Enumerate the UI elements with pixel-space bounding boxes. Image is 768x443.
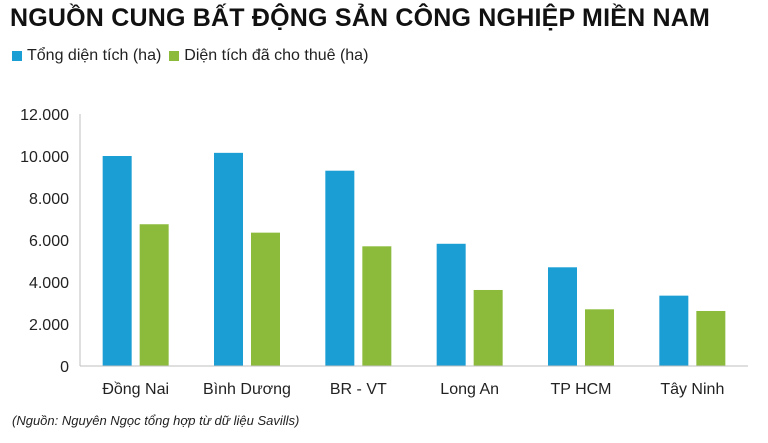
bar-leased xyxy=(139,224,169,366)
bar-total xyxy=(436,243,466,366)
y-tick-label: 12.000 xyxy=(20,107,69,124)
legend: Tổng diện tích (ha) Diện tích đã cho thu… xyxy=(12,47,376,65)
bar-total xyxy=(548,267,577,366)
y-tick-label: 6.000 xyxy=(29,233,69,250)
bar-total xyxy=(659,295,689,366)
y-tick-label: 10.000 xyxy=(20,149,69,166)
bar-leased xyxy=(473,289,503,366)
legend-item-total: Tổng diện tích (ha) xyxy=(12,47,161,65)
legend-swatch-leased xyxy=(169,51,180,61)
chart-title: NGUỒN CUNG BẤT ĐỘNG SẢN CÔNG NGHIỆP MIỀN… xyxy=(10,4,711,32)
x-tick-label: TP HCM xyxy=(550,381,611,398)
y-tick-label: 4.000 xyxy=(29,275,69,292)
y-tick-label: 2.000 xyxy=(29,317,69,334)
bar-leased xyxy=(362,246,392,366)
legend-swatch-total xyxy=(12,51,22,61)
bar-leased xyxy=(251,232,280,366)
bar-total xyxy=(214,152,243,366)
bar-leased xyxy=(696,310,726,366)
bar-total xyxy=(325,170,355,366)
x-tick-label: Đồng Nai xyxy=(102,381,169,398)
legend-label-leased: Diện tích đã cho thuê (ha) xyxy=(184,47,369,64)
x-tick-label: BR - VT xyxy=(330,381,387,398)
x-tick-label: Tây Ninh xyxy=(660,381,724,398)
bar-total xyxy=(102,156,132,366)
legend-label-total: Tổng diện tích (ha) xyxy=(27,47,162,64)
y-tick-label: 0 xyxy=(60,359,69,376)
source-note: (Nguồn: Nguyên Ngọc tổng hợp từ dữ liệu … xyxy=(12,413,300,428)
x-tick-label: Long An xyxy=(440,381,499,398)
y-tick-label: 8.000 xyxy=(29,191,69,208)
x-tick-label: Bình Dương xyxy=(203,381,291,398)
legend-item-leased: Diện tích đã cho thuê (ha) xyxy=(169,47,368,65)
bar-leased xyxy=(585,309,614,366)
